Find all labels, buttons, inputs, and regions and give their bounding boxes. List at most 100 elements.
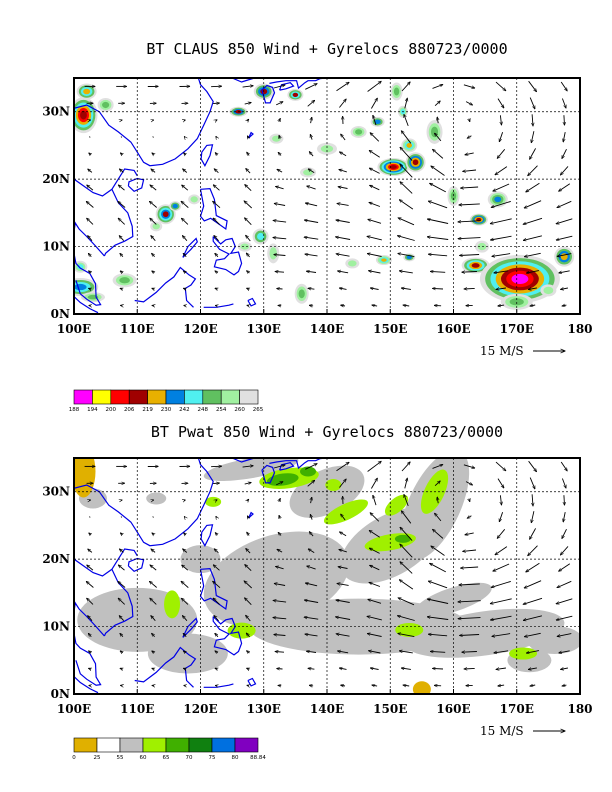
wind-vector — [370, 133, 380, 142]
lat-tick-label: 0N — [51, 687, 70, 701]
wind-vector — [118, 218, 126, 225]
wind-vector — [339, 668, 347, 669]
wind-vector — [430, 651, 446, 652]
wind-vector — [306, 271, 317, 272]
cloud-blob — [355, 129, 363, 135]
wind-vector — [307, 480, 315, 487]
wind-vector — [559, 563, 571, 572]
wind-vector — [524, 252, 541, 256]
wind-vector — [305, 203, 318, 207]
wind-vector — [89, 271, 92, 273]
cloud-blob — [77, 264, 84, 270]
wind-vector — [370, 288, 379, 290]
wind-vector — [307, 100, 315, 107]
wind-vector — [398, 218, 415, 226]
wind-vector — [215, 271, 218, 273]
wind-vector — [526, 562, 540, 572]
wind-vector — [433, 149, 444, 159]
cloud-blob — [303, 169, 313, 176]
cloud-blob — [257, 232, 265, 241]
wind-vector — [526, 270, 539, 274]
wind-vector — [89, 288, 92, 289]
wind-vector — [279, 498, 281, 502]
wind-vector — [495, 81, 506, 91]
wind-vector — [341, 685, 346, 686]
cloud-blob — [74, 283, 87, 291]
wind-vector — [246, 615, 251, 622]
coastline — [248, 131, 254, 139]
wind-vector — [432, 85, 443, 89]
wind-vector — [247, 685, 249, 686]
wind-vector — [305, 254, 318, 257]
wind-vector — [248, 516, 249, 518]
wind-vector — [152, 668, 155, 669]
wind-vector — [152, 516, 154, 518]
cloud-blob — [152, 223, 160, 230]
wind-vector — [523, 217, 543, 224]
wind-vector — [369, 651, 381, 654]
wind-vector — [530, 305, 536, 306]
wind-vector — [371, 478, 377, 489]
wind-vector — [435, 513, 442, 522]
reference-vector-key: 15 M/S — [480, 344, 565, 358]
wind-vector — [149, 581, 157, 588]
wind-vector — [465, 481, 472, 485]
lat-tick-label: 30N — [42, 485, 70, 499]
wind-vector — [403, 685, 410, 686]
wind-vector — [152, 533, 154, 535]
wind-vector — [276, 482, 283, 486]
colorbar-swatch — [73, 389, 93, 405]
wind-vector — [277, 169, 283, 173]
wind-vector — [183, 253, 186, 257]
colorbar-swatch — [165, 737, 190, 753]
cloud-blob — [393, 87, 400, 96]
wind-vector — [401, 131, 412, 144]
wind-vector — [118, 185, 125, 191]
wind-vector — [557, 633, 572, 637]
wind-vector — [398, 598, 415, 606]
axis-labels: 100E 110E 120E 130E 140E 150E 160E 170E 180 30N 20… — [42, 485, 592, 716]
wind-vector — [404, 114, 409, 127]
wind-vector — [215, 153, 217, 156]
wind-vector — [247, 152, 249, 156]
wind-vector — [247, 119, 249, 121]
wind-vector — [274, 203, 286, 206]
wind-vector — [430, 271, 446, 272]
wind-vector — [340, 532, 347, 537]
wind-vector — [400, 527, 413, 541]
coastline — [74, 601, 105, 686]
wind-vector — [368, 219, 382, 224]
wind-vector — [245, 218, 252, 226]
wind-vector — [215, 651, 218, 653]
wind-vector — [459, 584, 480, 585]
wind-vector — [182, 185, 189, 191]
wind-vector — [247, 499, 249, 501]
wind-vector — [89, 651, 92, 653]
wind-vector — [465, 532, 474, 535]
wind-vector — [183, 169, 188, 173]
wind-vector — [367, 616, 383, 621]
wind-vector — [150, 565, 157, 571]
wind-vector — [305, 84, 317, 90]
wind-vector — [118, 581, 126, 588]
wind-vector — [530, 685, 536, 686]
wind-vector — [532, 494, 533, 506]
wind-vector — [119, 169, 124, 173]
wind-vector — [214, 616, 219, 622]
colorbar-swatch — [165, 389, 185, 405]
wind-vector — [277, 289, 283, 290]
lat-tick-label: 30N — [42, 105, 70, 119]
panel-claus: BT CLAUS 850 Wind + Gyrelocs 880723/0000… — [42, 40, 592, 413]
pwat-blob — [146, 492, 167, 505]
coastline — [231, 458, 257, 463]
wind-vector — [530, 528, 536, 539]
wind-vector — [458, 618, 481, 619]
wind-vector — [248, 136, 249, 138]
wind-vector — [150, 218, 157, 225]
wind-vector — [215, 668, 218, 669]
colorbar-label: 188 — [69, 407, 80, 413]
wind-vector — [151, 616, 156, 621]
cloud-blob — [381, 258, 387, 262]
wind-vector — [182, 616, 188, 621]
lon-tick-label: 110E — [120, 322, 154, 336]
